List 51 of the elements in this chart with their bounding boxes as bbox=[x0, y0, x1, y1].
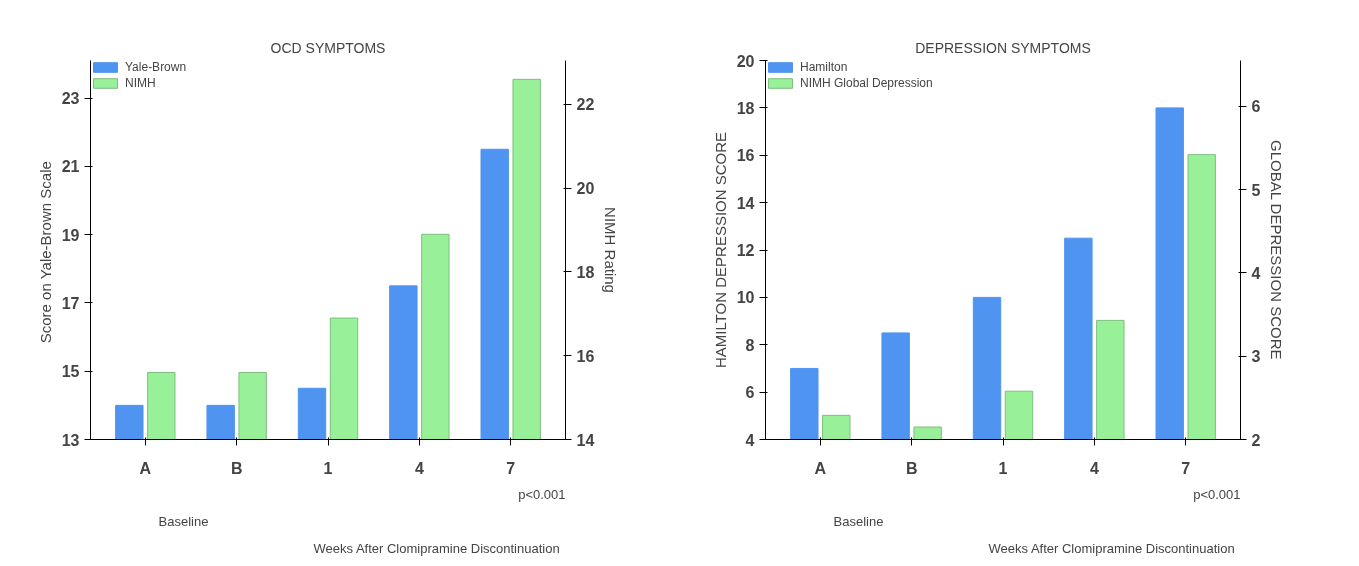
y2-tick-label: 18 bbox=[576, 263, 595, 281]
y-tick-label: 15 bbox=[61, 363, 80, 381]
text: Weeks After Clomipramine Discontinuation bbox=[313, 540, 560, 556]
x-tick-label: 4 bbox=[414, 459, 424, 477]
text: p<0.001 bbox=[518, 486, 566, 502]
x-tick-label: 7 bbox=[506, 459, 516, 477]
chart-title: OCD SYMPTOMS bbox=[270, 39, 386, 56]
y-tick-label: 6 bbox=[745, 384, 755, 402]
text: Baseline bbox=[833, 513, 884, 529]
y-tick-label: 12 bbox=[736, 242, 755, 259]
y2-tick-label: 4 bbox=[1251, 264, 1261, 282]
x-tick-label: 7 bbox=[1181, 459, 1191, 477]
x-tick-label: 1 bbox=[998, 459, 1008, 477]
legend-label: NIMH Global Depression bbox=[800, 76, 933, 90]
legend-label: Yale-Brown bbox=[125, 60, 187, 74]
x-tick-label: A bbox=[814, 459, 827, 477]
y-tick-label: 8 bbox=[745, 336, 755, 354]
y-axis-title: HAMILTON DEPRESSION SCORE bbox=[711, 131, 729, 369]
y-tick-label: 19 bbox=[61, 226, 80, 244]
y-tick-label: 14 bbox=[736, 194, 755, 212]
y2-tick-label: 2 bbox=[1251, 431, 1261, 449]
y2-tick-label: 5 bbox=[1251, 181, 1261, 199]
y-tick-label: 18 bbox=[736, 99, 755, 117]
y2-axis-title: NIMH Rating bbox=[602, 207, 620, 293]
y-tick-label: 23 bbox=[61, 90, 80, 108]
y-tick-label: 17 bbox=[61, 294, 80, 312]
x-tick-label: B bbox=[905, 459, 918, 477]
text: p<0.001 bbox=[1193, 486, 1241, 502]
y2-axis-title: GLOBAL DEPRESSION SCORE bbox=[1268, 139, 1286, 360]
y2-tick-label: 6 bbox=[1251, 98, 1261, 116]
y2-tick-label: 16 bbox=[576, 347, 595, 365]
text: Weeks After Clomipramine Discontinuation bbox=[988, 540, 1235, 556]
x-tick-label: 1 bbox=[323, 459, 333, 477]
y-tick-label: 21 bbox=[61, 158, 80, 176]
x-tick-label: 4 bbox=[1089, 459, 1099, 477]
y2-tick-label: 22 bbox=[576, 96, 595, 114]
text: Baseline bbox=[158, 513, 209, 529]
x-tick-label: B bbox=[230, 459, 243, 477]
y-tick-label: 4 bbox=[745, 431, 755, 449]
y-tick-label: 13 bbox=[61, 431, 80, 449]
y2-tick-label: 14 bbox=[576, 431, 595, 449]
y-axis-title: Score on Yale-Brown Scale bbox=[36, 161, 54, 344]
x-tick-label: A bbox=[139, 459, 152, 477]
y2-tick-label: 20 bbox=[576, 180, 595, 198]
y-tick-label: 10 bbox=[736, 289, 755, 307]
y-tick-label: 16 bbox=[736, 147, 755, 165]
legend-label: NIMH bbox=[125, 76, 156, 90]
y2-tick-label: 3 bbox=[1251, 348, 1261, 366]
legend-label: Hamilton bbox=[800, 60, 848, 74]
chart-title: DEPRESSION SYMPTOMS bbox=[915, 39, 1091, 56]
y-tick-label: 20 bbox=[736, 52, 755, 70]
